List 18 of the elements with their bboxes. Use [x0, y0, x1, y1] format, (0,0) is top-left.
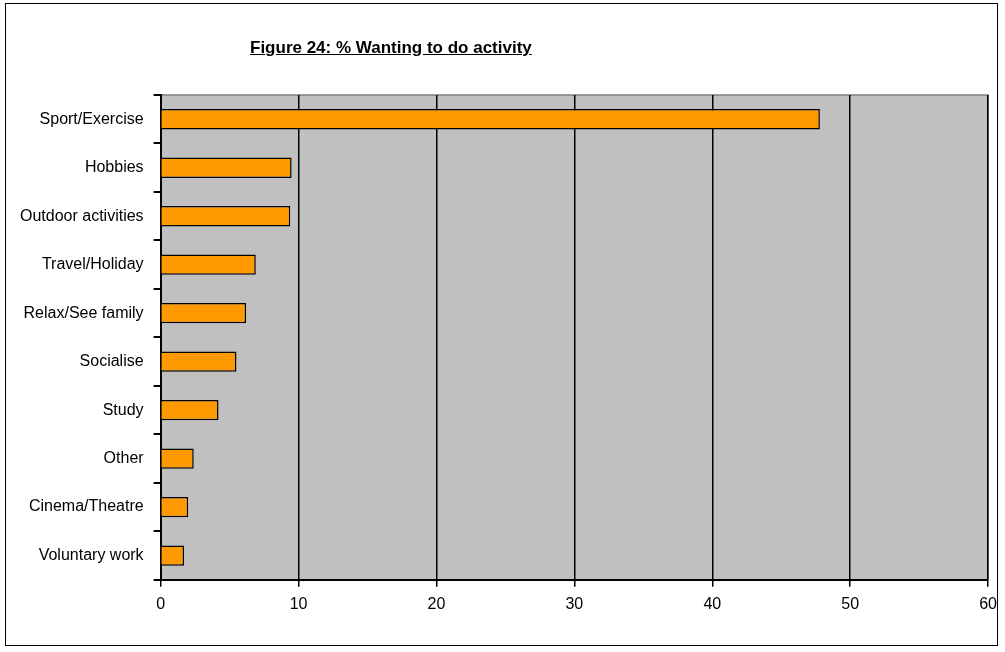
- y-tick-label: Travel/Holiday: [41, 255, 144, 273]
- chart-title: Figure 24: % Wanting to do activity: [250, 38, 532, 58]
- y-tick-label: Other: [103, 449, 145, 467]
- y-tick-label: Cinema/Theatre: [28, 497, 144, 515]
- y-tick-label: Voluntary work: [38, 545, 145, 563]
- y-tick-label: Sport/Exercise: [39, 109, 144, 127]
- y-tick-label: Study: [102, 400, 144, 418]
- y-tick-label: Hobbies: [84, 158, 144, 176]
- x-tick-label: 20: [427, 594, 446, 612]
- x-tick-label: 40: [703, 594, 722, 612]
- y-tick-label: Socialise: [79, 352, 144, 370]
- x-tick-label: 30: [565, 594, 584, 612]
- y-tick-label: Relax/See family: [23, 303, 144, 321]
- x-tick-label: 10: [289, 594, 308, 612]
- x-tick-label: 0: [156, 594, 166, 612]
- x-tick-label: 60: [979, 594, 998, 612]
- y-tick-label: Outdoor activities: [20, 206, 144, 224]
- x-tick-label: 50: [841, 594, 860, 612]
